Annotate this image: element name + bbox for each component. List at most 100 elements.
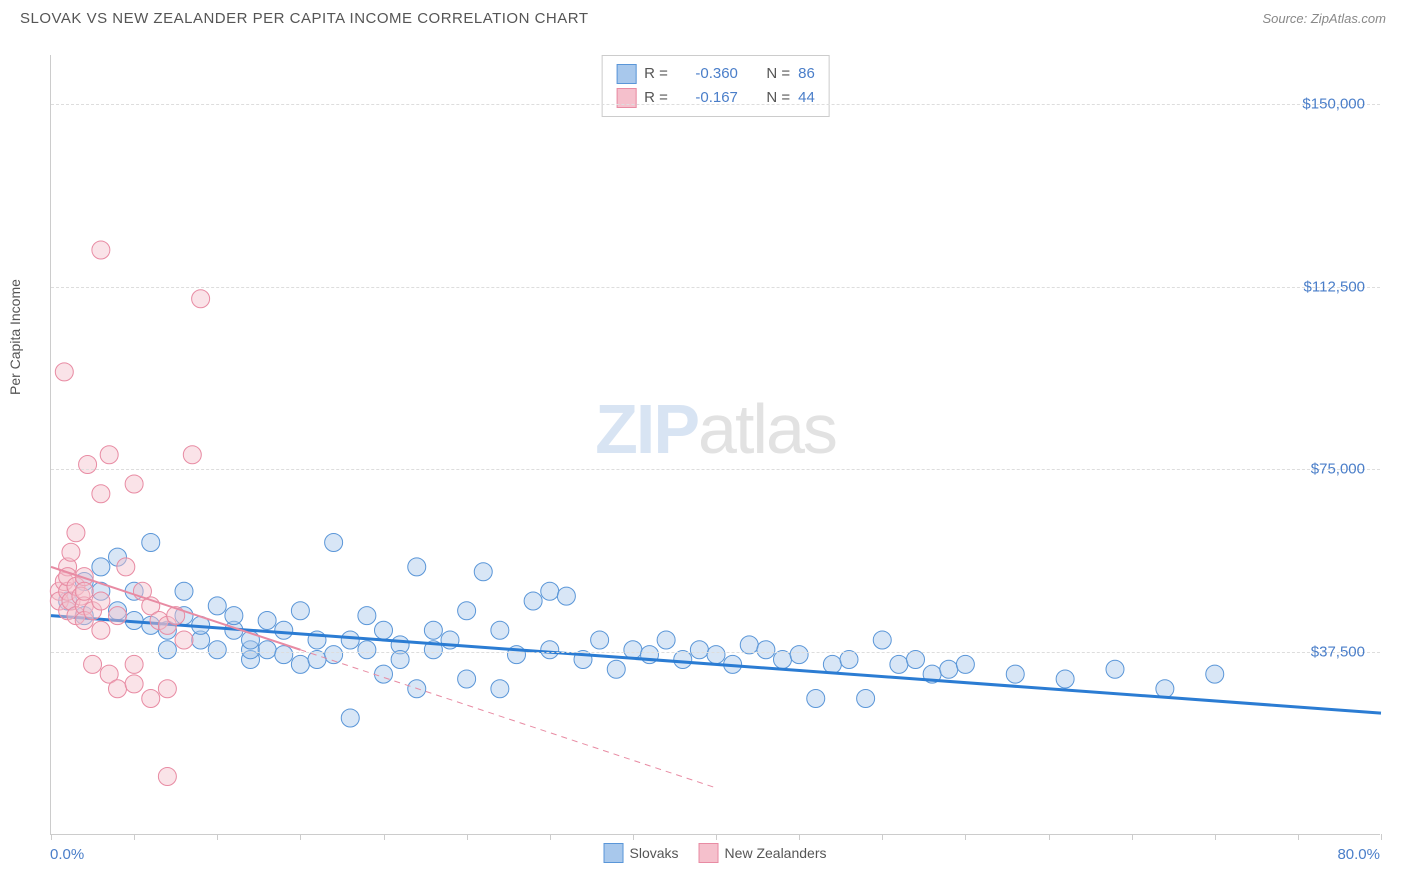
data-point bbox=[92, 485, 110, 503]
x-tick bbox=[1049, 834, 1050, 840]
gridline bbox=[51, 652, 1380, 653]
x-tick bbox=[384, 834, 385, 840]
data-point bbox=[79, 456, 97, 474]
data-point bbox=[375, 621, 393, 639]
data-point bbox=[1006, 665, 1024, 683]
data-point bbox=[358, 607, 376, 625]
data-point bbox=[907, 651, 925, 669]
data-point bbox=[291, 602, 309, 620]
data-point bbox=[158, 641, 176, 659]
data-point bbox=[458, 670, 476, 688]
legend-n-label: N = bbox=[766, 86, 790, 110]
x-tick bbox=[1215, 834, 1216, 840]
data-point bbox=[358, 641, 376, 659]
chart-header: SLOVAK VS NEW ZEALANDER PER CAPITA INCOM… bbox=[0, 0, 1406, 32]
data-point bbox=[62, 543, 80, 561]
x-tick bbox=[716, 834, 717, 840]
data-point bbox=[100, 446, 118, 464]
data-point bbox=[67, 524, 85, 542]
data-point bbox=[1106, 660, 1124, 678]
data-point bbox=[674, 651, 692, 669]
x-tick bbox=[882, 834, 883, 840]
data-point bbox=[524, 592, 542, 610]
data-point bbox=[158, 768, 176, 786]
data-point bbox=[175, 631, 193, 649]
gridline bbox=[51, 287, 1380, 288]
data-point bbox=[92, 621, 110, 639]
data-point bbox=[591, 631, 609, 649]
data-point bbox=[391, 651, 409, 669]
data-point bbox=[774, 651, 792, 669]
data-point bbox=[557, 587, 575, 605]
series-legend-item: Slovaks bbox=[604, 843, 679, 863]
data-point bbox=[117, 558, 135, 576]
data-point bbox=[657, 631, 675, 649]
series-legend-item: New Zealanders bbox=[699, 843, 827, 863]
chart-title: SLOVAK VS NEW ZEALANDER PER CAPITA INCOM… bbox=[20, 10, 589, 27]
data-point bbox=[873, 631, 891, 649]
correlation-legend: R = -0.360 N = 86R =-0.167 N =44 bbox=[601, 55, 830, 117]
data-point bbox=[291, 655, 309, 673]
legend-row: R =-0.167 N =44 bbox=[616, 86, 815, 110]
data-point bbox=[1156, 680, 1174, 698]
legend-r-label: R = bbox=[644, 86, 668, 110]
source-label: Source: ZipAtlas.com bbox=[1262, 11, 1386, 26]
x-tick bbox=[217, 834, 218, 840]
data-point bbox=[125, 675, 143, 693]
data-point bbox=[55, 363, 73, 381]
x-tick bbox=[1381, 834, 1382, 840]
data-point bbox=[84, 655, 102, 673]
data-point bbox=[341, 709, 359, 727]
x-tick bbox=[1298, 834, 1299, 840]
data-point bbox=[75, 582, 93, 600]
y-tick-label: $112,500 bbox=[1304, 278, 1365, 295]
data-point bbox=[142, 690, 160, 708]
x-tick bbox=[799, 834, 800, 840]
y-tick-label: $75,000 bbox=[1311, 461, 1365, 478]
data-point bbox=[541, 582, 559, 600]
legend-n-label: N = bbox=[766, 62, 790, 86]
data-point bbox=[740, 636, 758, 654]
data-point bbox=[408, 558, 426, 576]
data-point bbox=[790, 646, 808, 664]
data-point bbox=[92, 241, 110, 259]
legend-n-value: 86 bbox=[798, 62, 815, 86]
data-point bbox=[807, 690, 825, 708]
data-point bbox=[940, 660, 958, 678]
gridline bbox=[51, 104, 1380, 105]
data-point bbox=[308, 651, 326, 669]
data-point bbox=[857, 690, 875, 708]
data-point bbox=[325, 534, 343, 552]
y-axis-title: Per Capita Income bbox=[7, 279, 23, 395]
data-point bbox=[109, 680, 127, 698]
series-legend: Slovaks New Zealanders bbox=[604, 843, 827, 863]
series-legend-label: New Zealanders bbox=[725, 845, 827, 861]
trend-line-dashed bbox=[300, 650, 716, 788]
x-tick bbox=[633, 834, 634, 840]
gridline bbox=[51, 469, 1380, 470]
x-tick bbox=[1132, 834, 1133, 840]
data-point bbox=[225, 607, 243, 625]
data-point bbox=[142, 534, 160, 552]
x-tick bbox=[550, 834, 551, 840]
data-point bbox=[690, 641, 708, 659]
x-tick bbox=[51, 834, 52, 840]
data-point bbox=[1056, 670, 1074, 688]
legend-r-value: -0.360 bbox=[676, 62, 738, 86]
x-tick bbox=[467, 834, 468, 840]
legend-swatch bbox=[616, 64, 636, 84]
legend-swatch bbox=[699, 843, 719, 863]
data-point bbox=[341, 631, 359, 649]
data-point bbox=[491, 680, 509, 698]
data-point bbox=[175, 582, 193, 600]
data-point bbox=[158, 680, 176, 698]
data-point bbox=[541, 641, 559, 659]
data-point bbox=[375, 665, 393, 683]
data-point bbox=[823, 655, 841, 673]
data-point bbox=[424, 621, 442, 639]
chart-container: Per Capita Income ZIPatlas R =-0.360 N =… bbox=[50, 55, 1380, 835]
data-point bbox=[491, 621, 509, 639]
data-point bbox=[258, 612, 276, 630]
data-point bbox=[707, 646, 725, 664]
data-point bbox=[125, 475, 143, 493]
